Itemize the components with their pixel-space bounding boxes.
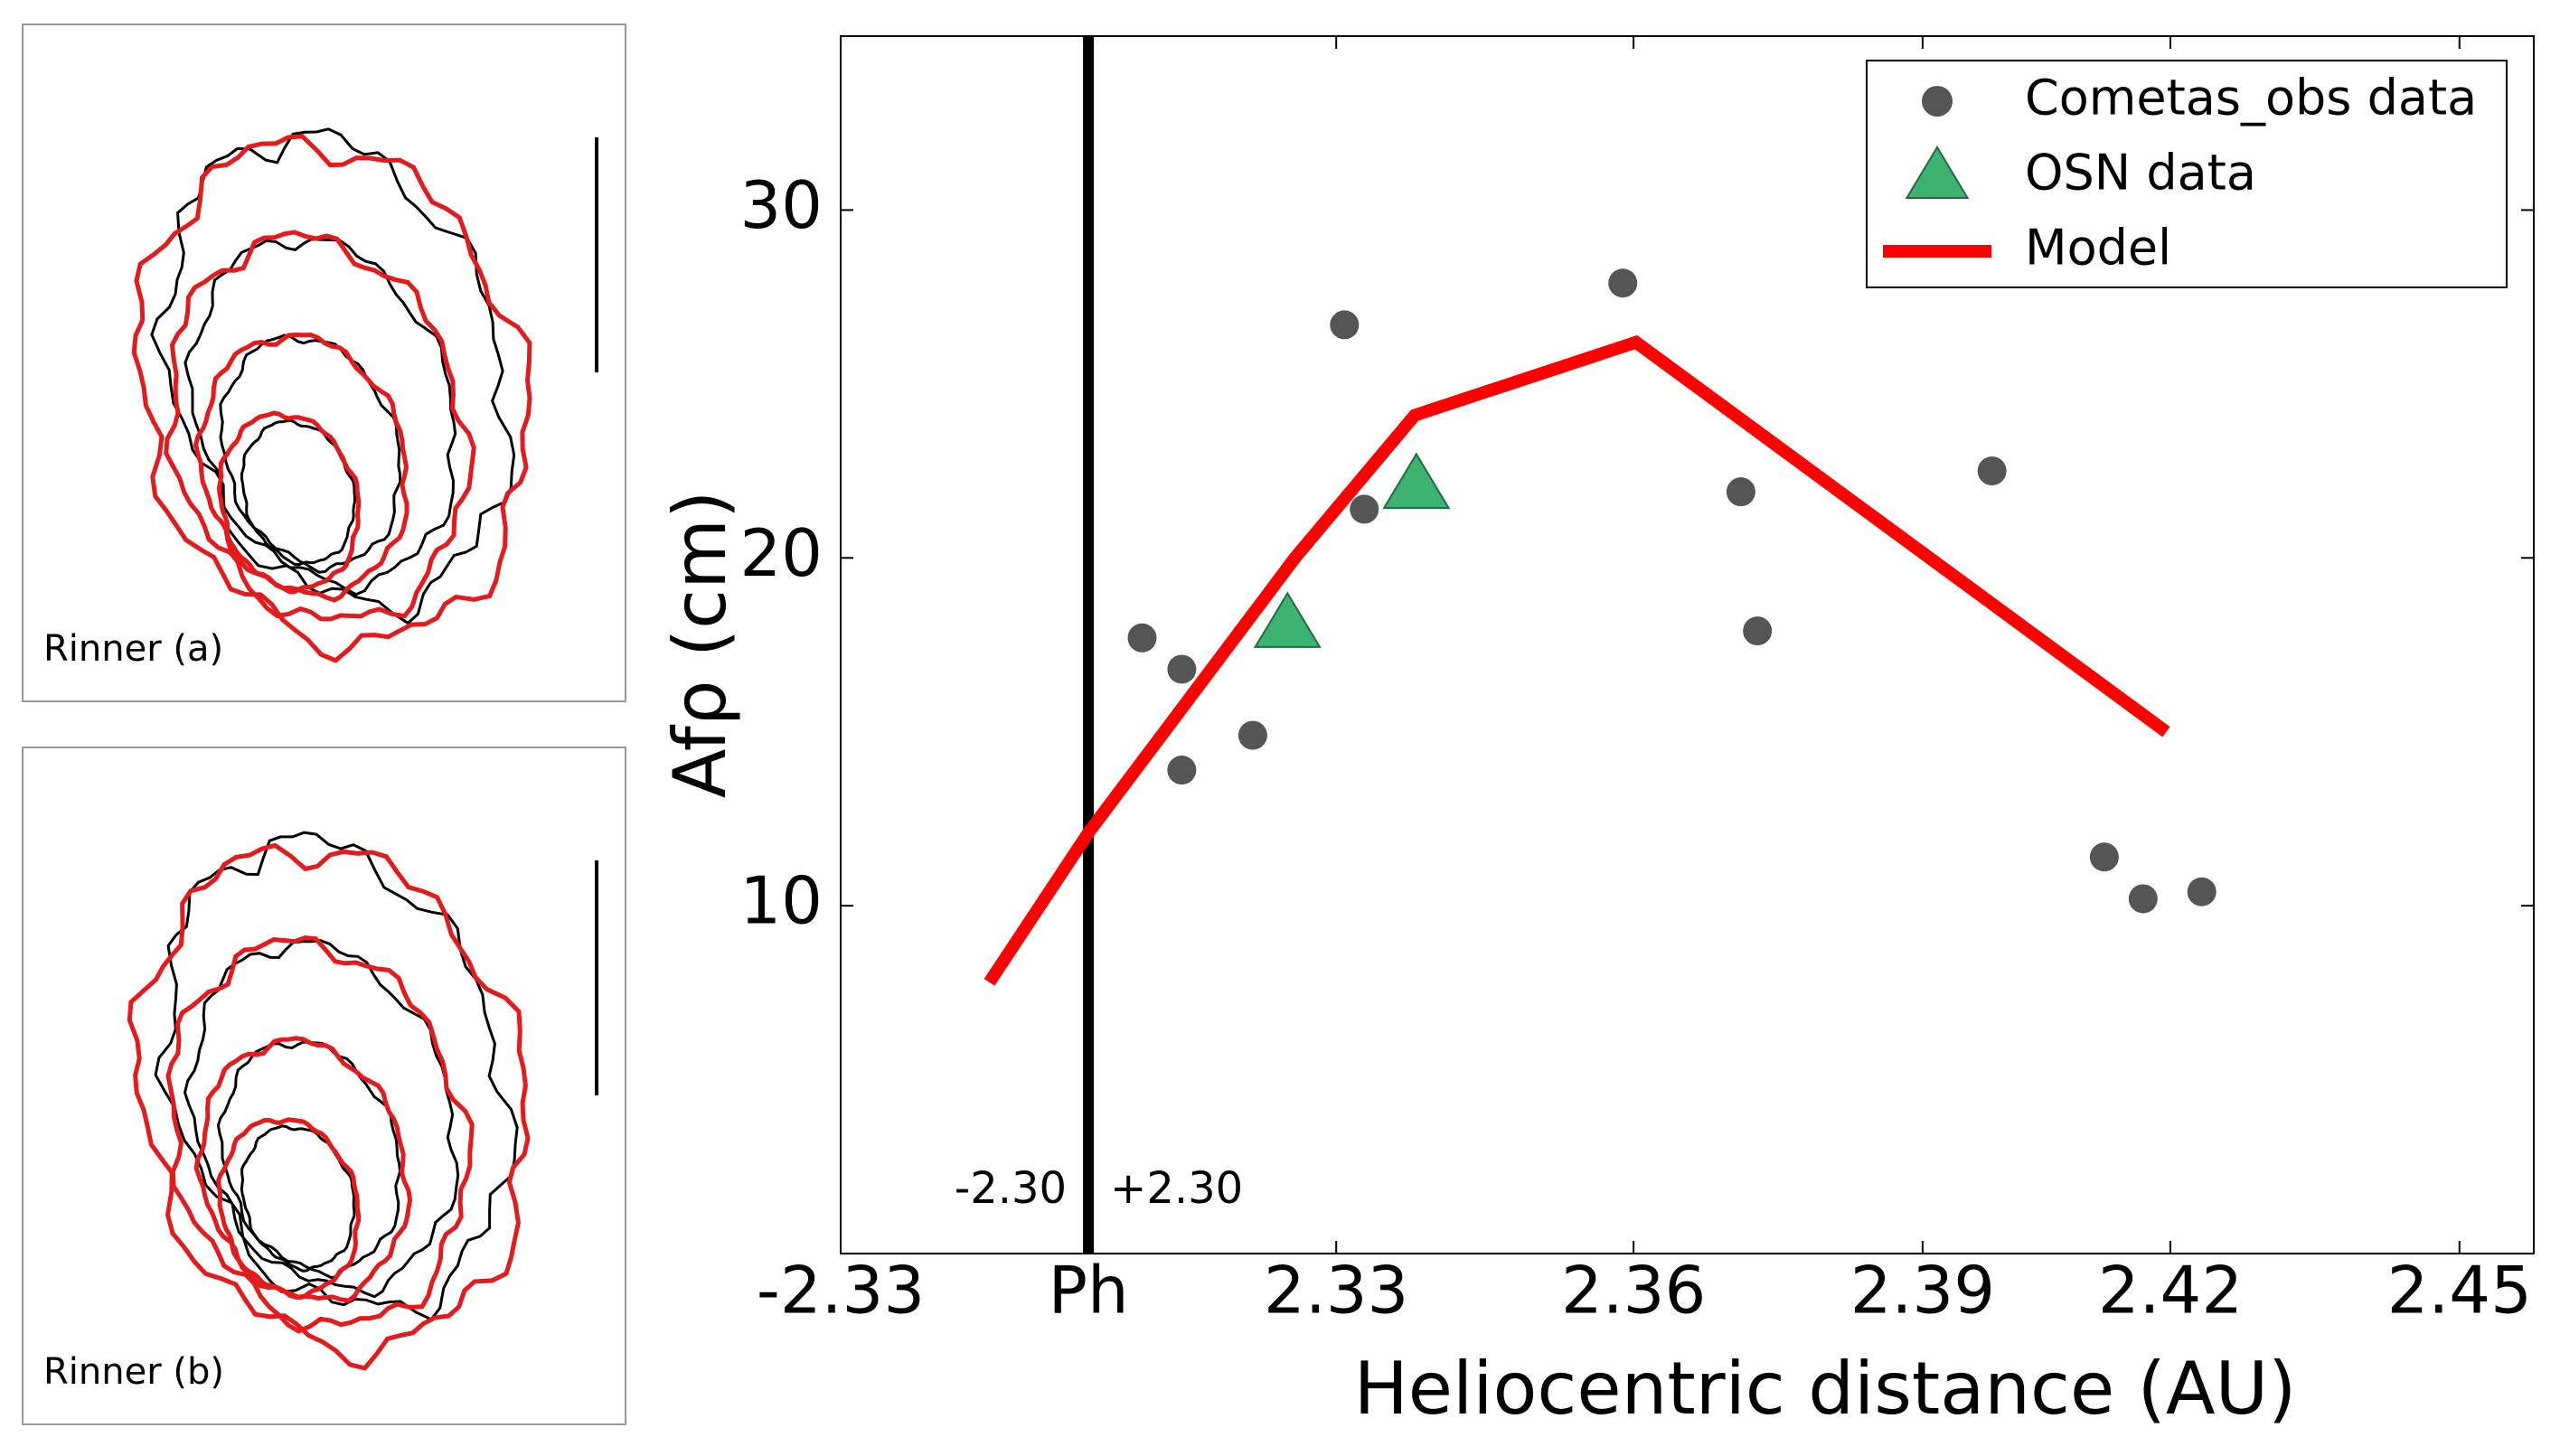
y-tick-label: 10: [739, 863, 823, 939]
x-tick-label: 2.33: [1264, 1253, 1408, 1329]
panel-frame: [22, 747, 626, 1425]
x-tick-label: Ph: [1049, 1253, 1129, 1329]
contour-black: [240, 418, 357, 567]
x-tick-label: 2.45: [2387, 1253, 2532, 1329]
contour-black: [240, 1124, 356, 1273]
contour-red: [193, 1036, 413, 1303]
contour-black: [183, 939, 460, 1299]
data-point: [1743, 616, 1773, 646]
legend-swatch: [1922, 86, 1953, 117]
data-point: [1350, 494, 1379, 524]
panel-frame: [22, 23, 626, 702]
y-tick-label: 30: [739, 167, 823, 243]
x-tick-label: 2.39: [1850, 1253, 1995, 1329]
contour-black: [154, 831, 519, 1321]
data-point: [1608, 268, 1638, 298]
contour-red: [193, 332, 409, 603]
x-tick-label: -2.33: [757, 1253, 925, 1329]
data-point: [1238, 720, 1267, 750]
panel-label: Rinner (a): [43, 628, 223, 670]
data-point: [1253, 591, 1322, 648]
plot-frame: [840, 35, 2535, 1254]
panel-label: Rinner (b): [43, 1351, 224, 1393]
contour-red: [216, 1117, 362, 1301]
annotation: +2.30: [1110, 1163, 1243, 1214]
data-point: [1330, 310, 1360, 340]
data-point: [1977, 456, 2007, 486]
contour-red: [131, 134, 532, 663]
contour-red: [216, 410, 362, 595]
data-point: [1167, 756, 1197, 785]
annotation: -2.30: [955, 1163, 1067, 1214]
y-tick-label: 20: [739, 515, 823, 591]
data-point: [1382, 452, 1451, 509]
data-point: [2187, 877, 2216, 906]
y-axis-label: Afρ (cm): [658, 491, 742, 799]
contour-panels: Rinner (a) Rinner (b): [22, 23, 626, 1425]
legend-label: OSN data: [2025, 145, 2256, 202]
data-point: [2089, 842, 2119, 872]
contour-red: [127, 842, 531, 1371]
contour-red: [164, 230, 476, 622]
data-point: [1127, 623, 1157, 653]
x-tick-label: 2.42: [2098, 1253, 2243, 1329]
data-point: [2128, 884, 2158, 914]
data-point: [1726, 477, 1755, 507]
data-point: [1167, 654, 1197, 684]
legend-label: Cometas_obs data: [2025, 70, 2477, 127]
contour-black: [150, 127, 516, 625]
x-tick-label: 2.36: [1561, 1253, 1706, 1329]
model-line: [984, 334, 2170, 986]
x-axis-label: Heliocentric distance (AU): [1354, 1347, 2297, 1431]
legend-swatch: [1905, 146, 1970, 199]
legend-label: Model: [2025, 220, 2171, 277]
